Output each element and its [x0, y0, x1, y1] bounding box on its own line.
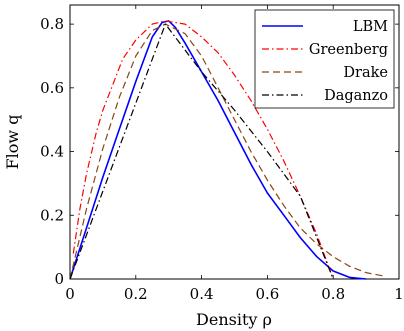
legend: LBM Greenberg Drake Daganzo — [254, 9, 395, 109]
plot-frame — [69, 4, 400, 280]
x-axis-ticks: 0 0.2 0.4 0.6 0.8 1 — [65, 5, 404, 303]
x-tick-label: 0 — [65, 285, 75, 303]
x-tick-label: 0.8 — [321, 285, 345, 303]
y-tick-label: 0.2 — [40, 206, 64, 224]
y-axis-label: Flow q — [3, 115, 22, 170]
x-tick-label: 0.2 — [124, 285, 148, 303]
series-line-lbm — [69, 20, 367, 280]
series-line-greenberg — [72, 20, 334, 280]
y-tick-label: 0.8 — [40, 15, 64, 33]
x-tick-label: 0.4 — [190, 285, 214, 303]
legend-label: LBM — [353, 19, 388, 35]
legend-label: Drake — [343, 65, 388, 81]
x-axis-label: Density ρ — [196, 310, 272, 329]
x-tick-label: 1 — [394, 285, 404, 303]
legend-label: Greenberg — [309, 42, 388, 58]
y-tick-label: 0 — [54, 270, 64, 288]
series-line-daganzo — [69, 23, 334, 280]
y-axis-ticks: 0 0.2 0.4 0.6 0.8 — [40, 15, 399, 288]
x-tick-label: 0.6 — [255, 285, 279, 303]
legend-label: Daganzo — [324, 88, 388, 104]
y-tick-label: 0.4 — [40, 143, 64, 161]
series-lines — [69, 20, 383, 280]
y-tick-label: 0.6 — [40, 79, 64, 97]
legend-items: LBM Greenberg Drake Daganzo — [262, 19, 388, 104]
series-line-drake — [69, 23, 383, 280]
